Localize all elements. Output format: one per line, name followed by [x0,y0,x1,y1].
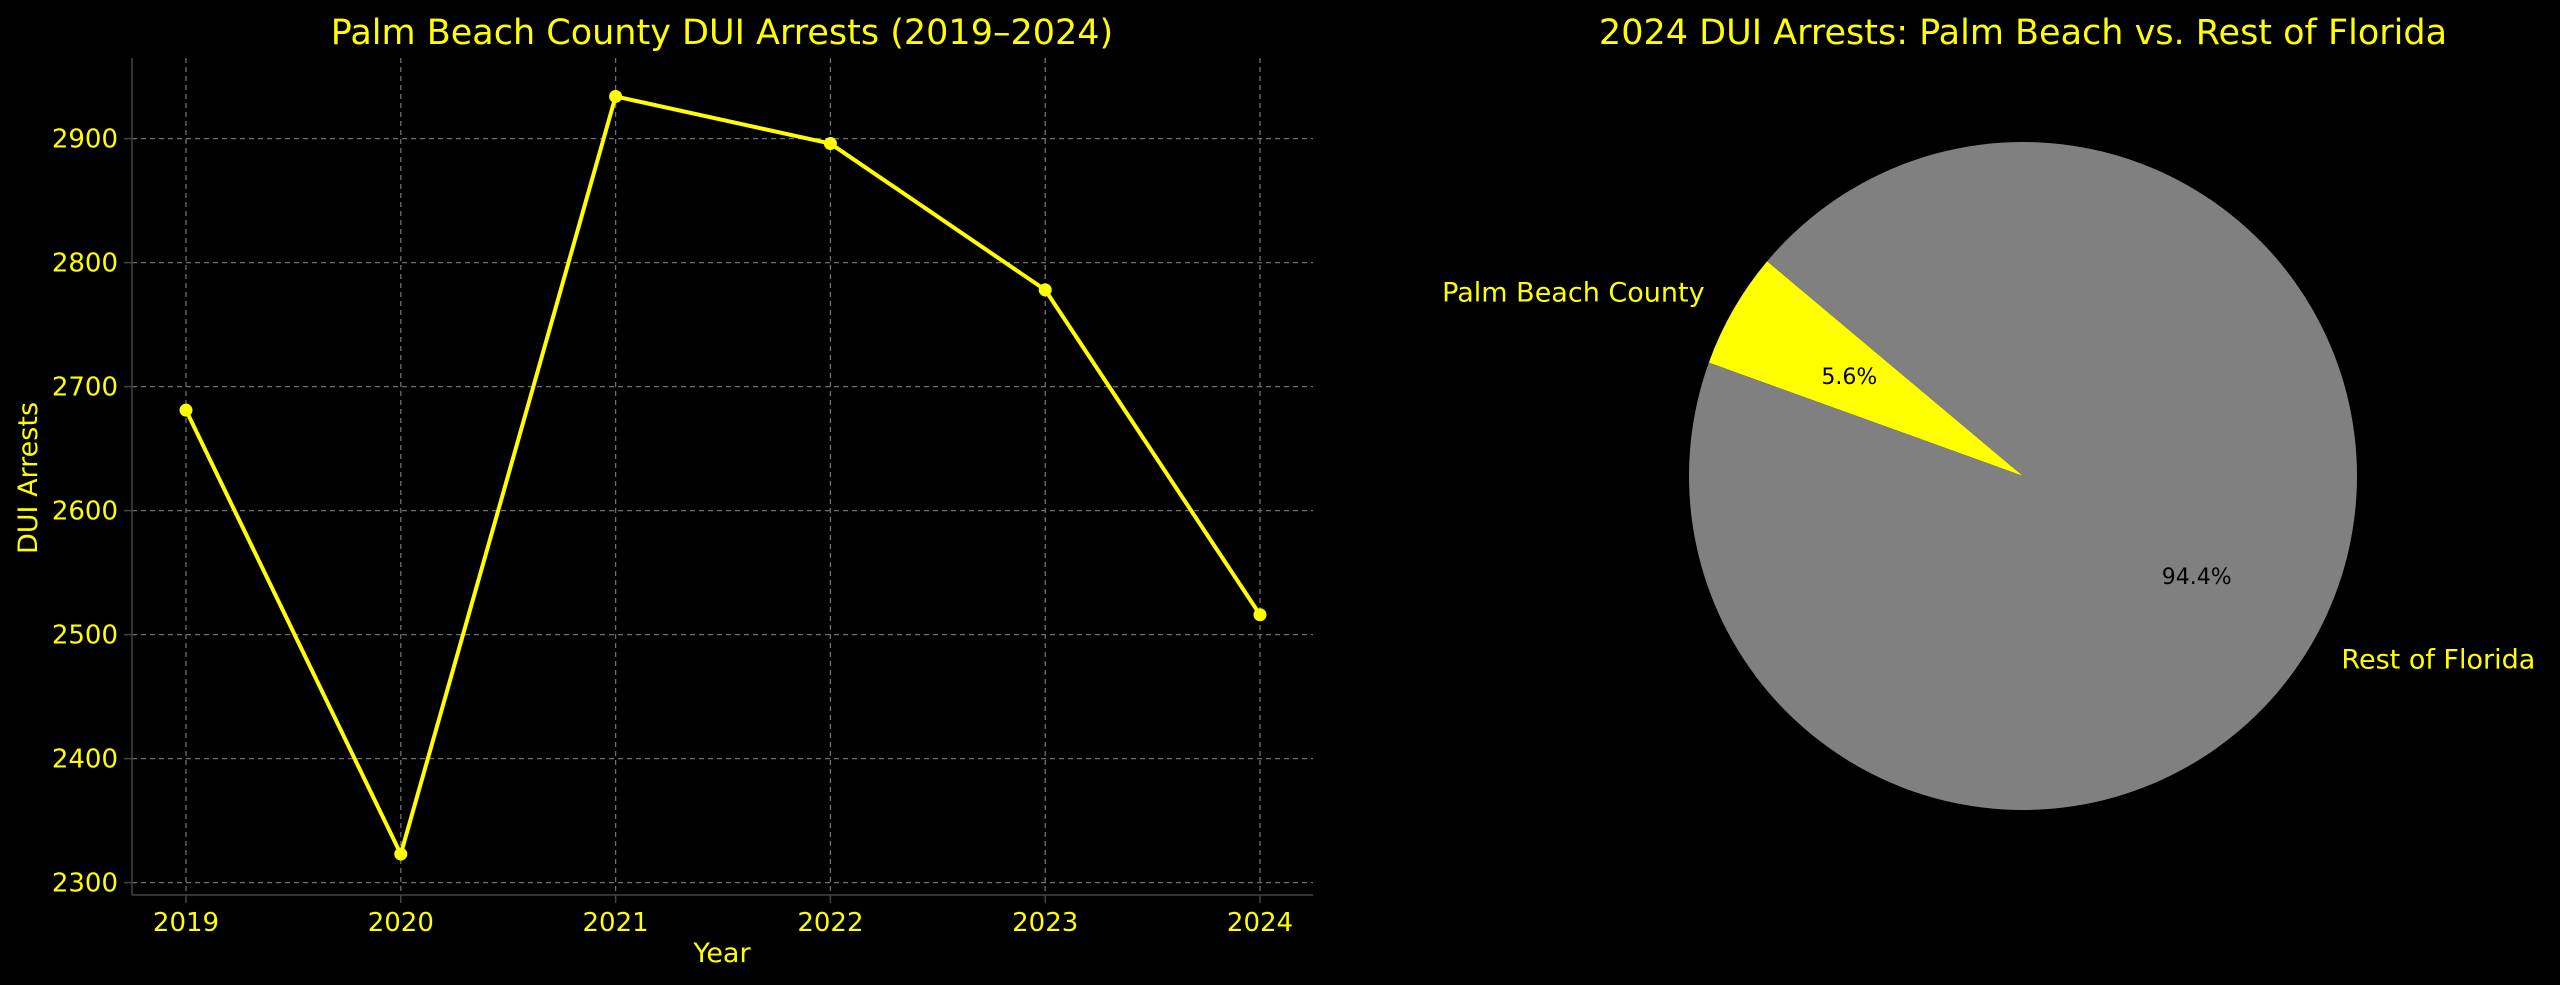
pie-chart-labels: Palm Beach County 5.6% Rest of Florida 94.4… [1442,278,2535,676]
y-tick-label: 2300 [52,869,118,899]
data-point [179,403,193,417]
line-chart-series [179,89,1267,861]
y-tick-label: 2700 [52,373,118,403]
x-tick-label: 2024 [1227,908,1293,938]
pie-slice-label: Palm Beach County [1442,278,1704,309]
data-point [1253,608,1267,622]
line-chart-x-ticks: 2019 2020 2021 2022 2023 2024 [153,908,1293,938]
data-point [394,847,408,861]
y-tick-label: 2600 [52,497,118,527]
pie-chart: 2024 DUI Arrests: Palm Beach vs. Rest of… [1442,13,2535,810]
y-tick-label: 2900 [52,125,118,155]
line-chart-y-ticks: 2300 2400 2500 2600 2700 2800 2900 [52,125,118,899]
data-point [609,89,623,103]
pie-slice-label: Rest of Florida [2341,644,2535,675]
data-point [823,137,837,151]
x-tick-label: 2023 [1012,908,1078,938]
pie-slice [1689,141,2357,810]
line-chart-x-axis-label: Year [692,938,751,969]
data-point [1038,283,1052,297]
line-chart-axes [124,58,1313,903]
x-tick-label: 2022 [797,908,863,938]
pie-slice [1708,261,2023,476]
line-chart: Palm Beach County DUI Arrests (2019–2024… [13,13,1313,969]
pie-slice-percent: 5.6% [1821,365,1877,390]
pie-chart-title: 2024 DUI Arrests: Palm Beach vs. Rest of… [1599,13,2447,53]
y-tick-label: 2500 [52,621,118,651]
x-tick-label: 2021 [583,908,649,938]
line-chart-grid [132,58,1313,895]
pie-chart-slices [1689,141,2357,810]
line-chart-y-axis-label: DUI Arrests [13,402,44,554]
line-chart-title: Palm Beach County DUI Arrests (2019–2024… [331,13,1113,53]
y-tick-label: 2400 [52,745,118,775]
series-line [184,94,1262,857]
y-tick-label: 2800 [52,249,118,279]
x-tick-label: 2020 [368,908,434,938]
x-tick-label: 2019 [153,908,219,938]
pie-slice-percent: 94.4% [2162,565,2232,590]
